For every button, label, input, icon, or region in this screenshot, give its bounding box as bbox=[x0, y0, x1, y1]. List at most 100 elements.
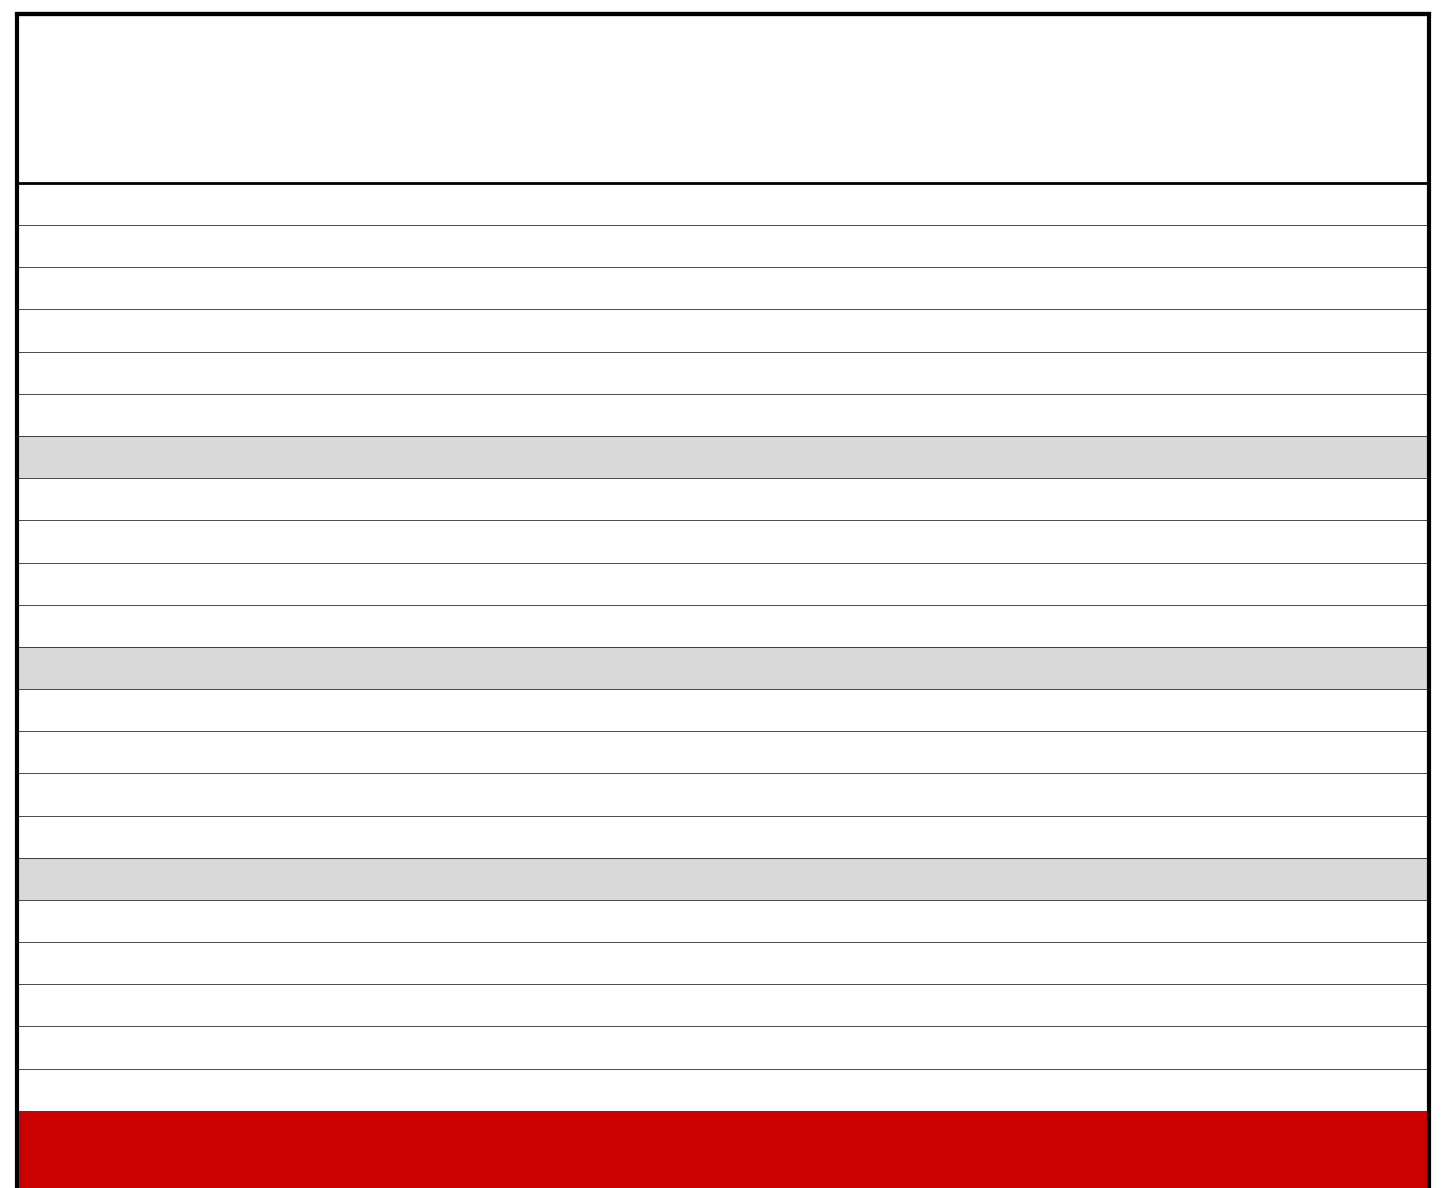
Text: $310,266: $310,266 bbox=[622, 574, 724, 593]
Text: 2042: 2042 bbox=[27, 954, 81, 973]
Text: $336,927: $336,927 bbox=[333, 954, 435, 973]
Text: $243,101: $243,101 bbox=[622, 364, 724, 383]
Text: 2025: 2025 bbox=[27, 236, 81, 255]
Text: 2038: 2038 bbox=[27, 785, 81, 804]
Text: $140,000: $140,000 bbox=[334, 195, 435, 214]
Text: $530,660: $530,660 bbox=[622, 1038, 724, 1057]
Text: $281,420: $281,420 bbox=[622, 489, 724, 508]
Text: $458,404: $458,404 bbox=[622, 911, 724, 930]
Text: 2026: 2026 bbox=[27, 279, 81, 298]
Text: $873,150: $873,150 bbox=[1320, 870, 1423, 889]
Text: Cheaper Private: Cheaper Private bbox=[839, 147, 1028, 166]
Text: $170,171: $170,171 bbox=[333, 364, 435, 383]
Text: 2036: 2036 bbox=[27, 701, 81, 720]
Text: $295,491: $295,491 bbox=[622, 532, 724, 551]
Text: $523,890: $523,890 bbox=[925, 870, 1028, 889]
Text: $337,704: $337,704 bbox=[925, 489, 1028, 508]
Text: 2037: 2037 bbox=[27, 742, 81, 762]
Text: $557,193: $557,193 bbox=[622, 1080, 724, 1099]
Text: 2040: 2040 bbox=[27, 870, 81, 889]
Text: $147,000: $147,000 bbox=[333, 236, 435, 255]
Text: $684,136: $684,136 bbox=[1320, 658, 1423, 677]
Text: 2027: 2027 bbox=[27, 321, 81, 340]
Text: 2034: 2034 bbox=[27, 617, 81, 636]
Text: 2028: 2028 bbox=[27, 364, 81, 383]
Text: $268,019: $268,019 bbox=[622, 448, 724, 467]
Text: $220,500: $220,500 bbox=[622, 279, 724, 298]
Text: $1,061,319: $1,061,319 bbox=[1300, 1038, 1423, 1057]
Text: $263,991: $263,991 bbox=[333, 742, 435, 762]
Text: $291,050: $291,050 bbox=[333, 827, 435, 846]
Text: $320,883: $320,883 bbox=[333, 911, 435, 930]
Text: $264,600: $264,600 bbox=[925, 279, 1028, 298]
Text: $196,994: $196,994 bbox=[333, 489, 435, 508]
Text: 2033: 2033 bbox=[27, 574, 81, 593]
Text: $505,390: $505,390 bbox=[622, 996, 724, 1015]
Text: $452,556: $452,556 bbox=[925, 742, 1028, 762]
Text: $415,786: $415,786 bbox=[622, 827, 724, 846]
Text: $291,722: $291,722 bbox=[925, 364, 1028, 383]
Text: $377,130: $377,130 bbox=[622, 742, 724, 762]
Text: $1,010,780: $1,010,780 bbox=[1300, 996, 1423, 1015]
Text: $400,000: $400,000 bbox=[1322, 195, 1423, 214]
Text: $481,324: $481,324 bbox=[622, 954, 724, 973]
Text: $562,840: $562,840 bbox=[1320, 489, 1423, 508]
Text: $436,575: $436,575 bbox=[622, 870, 724, 889]
Text: $210,000: $210,000 bbox=[623, 236, 724, 255]
Text: $754,260: $754,260 bbox=[1320, 742, 1423, 762]
Text: $962,648: $962,648 bbox=[1320, 954, 1423, 973]
Text: $321,623: $321,623 bbox=[925, 448, 1028, 467]
Text: $590,982: $590,982 bbox=[1320, 532, 1423, 551]
Text: 2035: 2035 bbox=[27, 658, 81, 677]
Text: The Cost Of College In The Future (Tuition, Room & Board, Healthcare, Transporta: The Cost Of College In The Future (Tuiti… bbox=[97, 61, 1349, 84]
Text: 2031: 2031 bbox=[27, 489, 81, 508]
Text: $620,531: $620,531 bbox=[1320, 574, 1423, 593]
Text: $510,513: $510,513 bbox=[1320, 405, 1423, 424]
Text: 2030: 2030 bbox=[27, 448, 81, 467]
Text: Cheaper Public: Cheaper Public bbox=[257, 147, 435, 166]
Text: $410,481: $410,481 bbox=[925, 658, 1028, 677]
Text: $395,986: $395,986 bbox=[622, 785, 724, 804]
Text: 2041: 2041 bbox=[27, 911, 81, 930]
Text: 2024: 2024 bbox=[27, 195, 81, 214]
Text: Expensive Private: Expensive Private bbox=[1212, 147, 1423, 166]
Text: $187,613: $187,613 bbox=[333, 448, 435, 467]
Text: $536,038: $536,038 bbox=[1320, 448, 1423, 467]
Text: Year: Year bbox=[27, 147, 80, 166]
Text: Source: Financial Samurai: Source: Financial Samurai bbox=[35, 1158, 298, 1176]
Text: $486,203: $486,203 bbox=[1320, 364, 1423, 383]
Text: $252,000: $252,000 bbox=[925, 236, 1028, 255]
Text: $668,631: $668,631 bbox=[925, 1080, 1028, 1099]
Text: $251,420: $251,420 bbox=[333, 701, 435, 720]
Text: $431,006: $431,006 bbox=[925, 701, 1028, 720]
Text: 2039: 2039 bbox=[27, 827, 81, 846]
Text: $371,462: $371,462 bbox=[333, 1038, 435, 1057]
Text: $550,084: $550,084 bbox=[925, 911, 1028, 930]
Text: $390,935: $390,935 bbox=[925, 617, 1028, 636]
Text: $1,114,385: $1,114,385 bbox=[1300, 1080, 1423, 1099]
Text: $606,468: $606,468 bbox=[925, 996, 1028, 1015]
Text: 2043: 2043 bbox=[27, 996, 81, 1015]
Text: $240,000: $240,000 bbox=[925, 195, 1028, 214]
Text: $206,844: $206,844 bbox=[333, 532, 435, 551]
Text: $217,186: $217,186 bbox=[333, 574, 435, 593]
Text: $651,558: $651,558 bbox=[1320, 617, 1423, 636]
Text: 2032: 2032 bbox=[27, 532, 81, 551]
Text: $475,184: $475,184 bbox=[925, 785, 1028, 804]
Text: $463,050: $463,050 bbox=[1320, 321, 1423, 340]
Text: $390,035: $390,035 bbox=[333, 1080, 435, 1099]
Text: $162,068: $162,068 bbox=[333, 321, 435, 340]
Text: $916,807: $916,807 bbox=[1320, 911, 1423, 930]
Text: $277,830: $277,830 bbox=[925, 321, 1028, 340]
Text: Assumes a 5% compound annual growth rate and 4 years of college: Assumes a 5% compound annual growth rate… bbox=[35, 1121, 720, 1139]
Text: $255,256: $255,256 bbox=[622, 405, 724, 424]
Text: $441,000: $441,000 bbox=[1322, 279, 1423, 298]
Text: $325,779: $325,779 bbox=[622, 617, 724, 636]
Text: $498,943: $498,943 bbox=[925, 827, 1028, 846]
Text: $342,068: $342,068 bbox=[622, 658, 724, 677]
Text: Expensive Public: Expensive Public bbox=[526, 147, 724, 166]
Text: $420,000: $420,000 bbox=[1322, 236, 1423, 255]
Text: 2029: 2029 bbox=[27, 405, 81, 424]
Text: $277,190: $277,190 bbox=[333, 785, 435, 804]
Text: $372,319: $372,319 bbox=[925, 574, 1028, 593]
